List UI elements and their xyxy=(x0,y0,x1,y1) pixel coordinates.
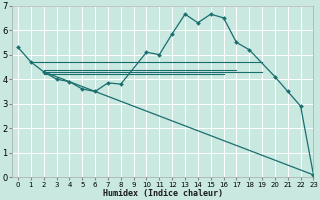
X-axis label: Humidex (Indice chaleur): Humidex (Indice chaleur) xyxy=(102,189,222,198)
